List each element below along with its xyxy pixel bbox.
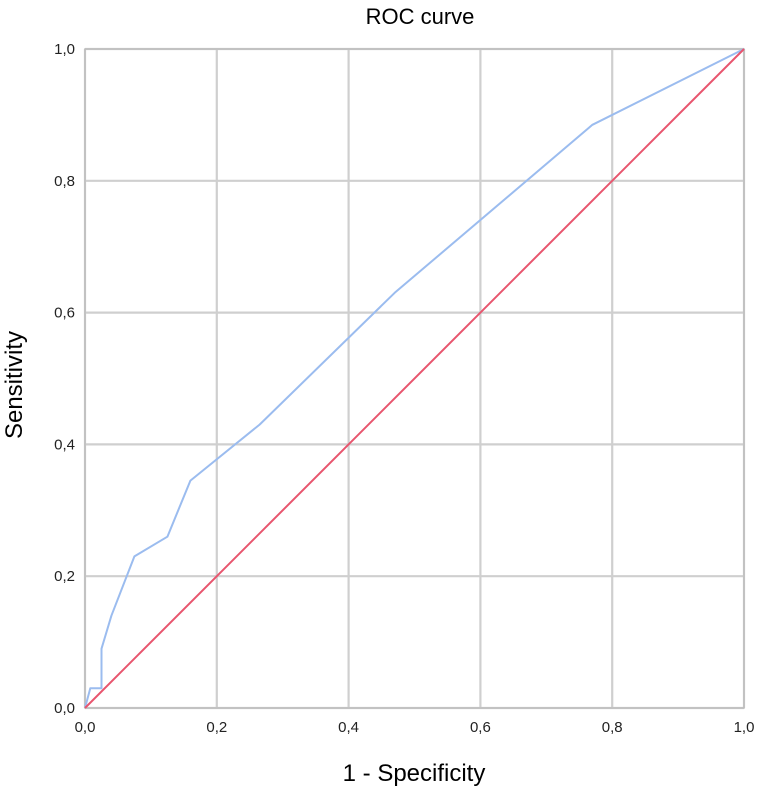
x-tick-label: 0,8 (602, 719, 623, 736)
plot-frame (84, 48, 745, 709)
y-axis-label: Sensitivity (1, 331, 28, 439)
roc-curve-line (84, 48, 745, 709)
tick-labels: 0,0 0,2 0,4 0,6 0,8 1,0 0,0 0,2 0,4 0,6 0,8 1,0 (54, 41, 754, 736)
x-axis-label: 1 - Specificity (343, 760, 486, 787)
y-tick-label: 0,4 (54, 436, 75, 453)
x-tick-label: 0,6 (470, 719, 491, 736)
y-tick-label: 0,0 (54, 700, 75, 717)
y-tick-label: 0,6 (54, 305, 75, 322)
y-tick-label: 0,8 (54, 173, 75, 190)
y-tick-label: 1,0 (54, 41, 75, 58)
y-tick-label: 0,2 (54, 568, 75, 585)
series-lines (84, 48, 745, 709)
reference-diagonal-line (84, 48, 745, 709)
x-tick-label: 0,4 (338, 719, 359, 736)
x-tick-label: 1,0 (734, 719, 755, 736)
x-tick-label: 0,0 (75, 719, 96, 736)
x-tick-label: 0,2 (206, 719, 227, 736)
chart-title: ROC curve (366, 4, 475, 29)
